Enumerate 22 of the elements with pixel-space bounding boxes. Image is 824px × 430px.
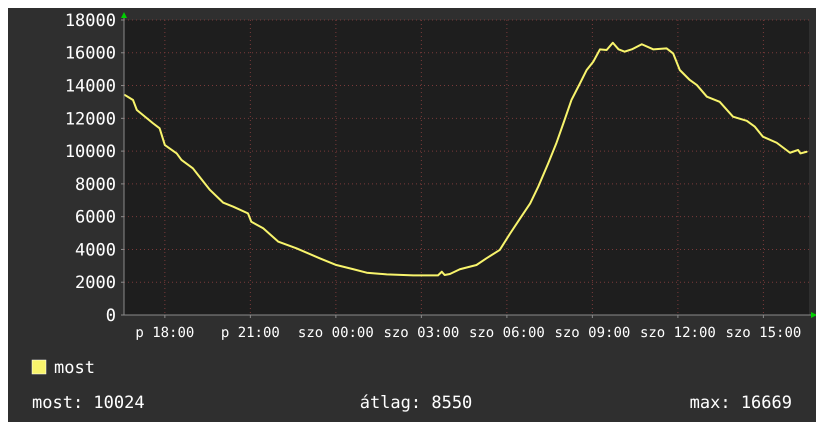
x-tick-label: szo 03:00 (383, 325, 460, 341)
y-tick-label: 10000 (64, 142, 116, 162)
text: átlag: 8550 (360, 393, 472, 413)
y-tick-label: 0 (106, 306, 116, 326)
x-tick-label: p 21:00 (220, 325, 280, 341)
y-tick-label: 8000 (75, 174, 116, 195)
y-tick-label: 16000 (64, 44, 116, 64)
text: most: 10024 (32, 393, 145, 413)
y-tick-label: 14000 (64, 76, 116, 97)
y-tick-label: 12000 (64, 109, 116, 130)
y-tick-label: 4000 (75, 240, 116, 260)
text: max: 16669 (690, 393, 792, 413)
x-tick-label: szo 00:00 (298, 325, 374, 341)
x-tick-label: szo 15:00 (725, 325, 802, 341)
y-tick-label: 6000 (75, 208, 116, 228)
x-tick-label: szo 09:00 (554, 325, 630, 341)
x-tick-label: szo 12:00 (640, 325, 716, 341)
y-tick-label: 18000 (64, 10, 116, 31)
y-tick-label: 2000 (75, 273, 116, 294)
x-tick-label: p 18:00 (135, 325, 194, 341)
legend-label: most (54, 358, 95, 378)
x-tick-label: szo 06:00 (468, 325, 545, 341)
